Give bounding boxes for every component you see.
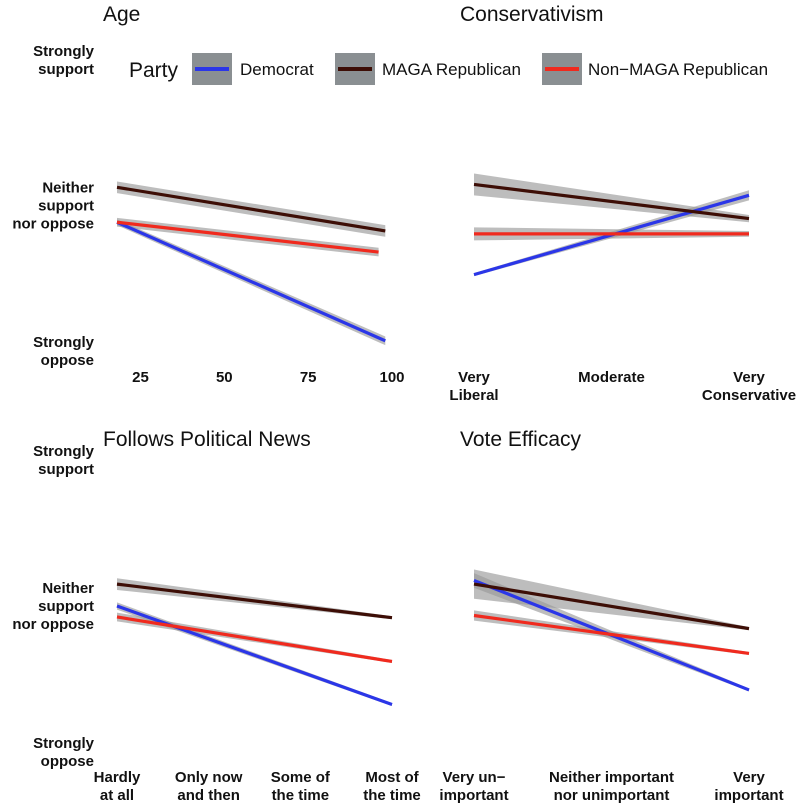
y-tick-label-3: Neither support nor oppose [12, 580, 94, 633]
panel-title: Conservativism [460, 3, 604, 26]
x-tick-line: nor unimportant [554, 787, 670, 804]
x-tick-label: 25 [132, 369, 149, 386]
series-line-maga-republican [116, 582, 393, 620]
y-tick-label-5: Strongly support [33, 43, 94, 78]
x-tick-line: Moderate [578, 369, 645, 386]
x-tick-line: important [714, 787, 783, 804]
x-tick-line: Very [733, 369, 765, 386]
y-tick-line: Strongly [33, 443, 94, 460]
x-tick-label: Only now and then [175, 769, 243, 804]
legend-label-maga-republican: MAGA Republican [382, 60, 521, 79]
x-tick-line: and then [177, 787, 240, 804]
y-tick-line: Neither [42, 580, 94, 597]
x-tick-line: the time [272, 787, 330, 804]
y-tick-line: support [38, 598, 94, 615]
x-tick-line: Conservative [702, 387, 796, 404]
y-tick-label-5: Strongly support [33, 443, 94, 478]
y-tick-line: nor oppose [12, 616, 94, 633]
x-tick-line: Hardly [94, 769, 141, 786]
legend-label-non-maga-republican: Non−MAGA Republican [588, 60, 768, 79]
x-tick-label: Very Liberal [449, 369, 498, 404]
y-tick-label-3: Neither support nor oppose [12, 180, 94, 233]
y-tick-label-1: Strongly oppose [33, 735, 94, 770]
series-line-non-maga-republican [116, 615, 393, 664]
x-tick-line: Very [458, 369, 490, 386]
x-tick-label: Very important [714, 769, 783, 804]
y-tick-line: Strongly [33, 334, 94, 351]
panel-title: Age [103, 3, 140, 26]
x-tick-line: 100 [379, 369, 404, 386]
series-line-maga-republican [473, 582, 750, 631]
series-line-maga-republican [116, 185, 386, 233]
x-tick-line: Most of [365, 769, 419, 786]
y-tick-line: nor oppose [12, 216, 94, 233]
y-tick-label-1: Strongly oppose [33, 334, 94, 369]
y-tick-line: support [38, 461, 94, 478]
x-tick-line: Only now [175, 769, 243, 786]
legend-label-democrat: Democrat [240, 60, 314, 79]
panel-title: Follows Political News [103, 428, 311, 451]
x-tick-label: Some of the time [271, 769, 331, 804]
confidence-band-maga-republican [474, 569, 749, 631]
series-line-maga-republican [473, 182, 750, 221]
x-tick-label: 100 [379, 369, 404, 386]
x-tick-line: Very [733, 769, 765, 786]
series-line-non-maga-republican [116, 220, 379, 254]
y-tick-line: Strongly [33, 735, 94, 752]
y-tick-line: oppose [41, 352, 94, 369]
x-tick-line: Neither important [549, 769, 674, 786]
x-tick-line: 25 [132, 369, 149, 386]
x-tick-label: 75 [300, 369, 317, 386]
series-line-democrat [116, 220, 386, 343]
x-tick-line: Very un− [443, 769, 506, 786]
x-tick-line: 75 [300, 369, 317, 386]
y-tick-line: support [38, 198, 94, 215]
x-tick-label: Hardly at all [94, 769, 141, 804]
x-tick-label: Most of the time [363, 769, 421, 804]
x-tick-line: at all [100, 787, 134, 804]
legend-title: Party [129, 59, 179, 82]
y-tick-line: oppose [41, 753, 94, 770]
y-tick-line: Neither [42, 180, 94, 197]
y-tick-line: Strongly [33, 43, 94, 60]
panel-title: Vote Efficacy [460, 428, 582, 451]
x-tick-label: 50 [216, 369, 233, 386]
x-tick-label: Neither important nor unimportant [549, 769, 674, 804]
series-line-democrat [116, 604, 393, 707]
x-tick-line: Some of [271, 769, 331, 786]
x-tick-line: important [439, 787, 508, 804]
y-tick-line: support [38, 61, 94, 78]
x-tick-label: Very un− important [439, 769, 508, 804]
x-tick-label: Moderate [578, 369, 645, 386]
x-tick-line: the time [363, 787, 421, 804]
series-line-non-maga-republican [473, 613, 750, 656]
legend: Party Democrat MAGA Republican Non−MAGA Rep… [129, 53, 768, 85]
x-tick-line: Liberal [449, 387, 498, 404]
x-tick-line: 50 [216, 369, 233, 386]
x-tick-label: Very Conservative [702, 369, 796, 404]
